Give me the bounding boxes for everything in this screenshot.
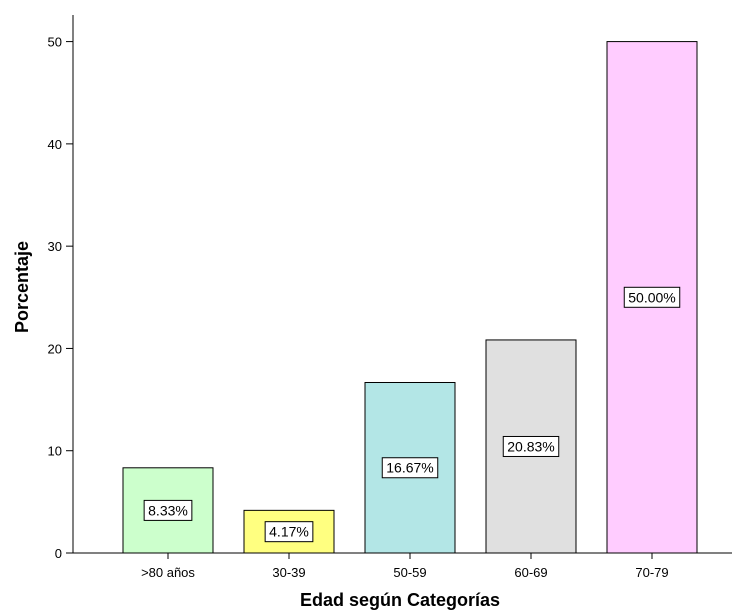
data-label: 50.00% [623, 286, 681, 308]
data-label: 4.17% [264, 521, 314, 543]
x-tick-label: 30-39 [272, 565, 305, 580]
y-tick-label: 0 [55, 546, 62, 561]
data-label: 8.33% [143, 499, 193, 521]
x-axis-title: Edad según Categorías [300, 590, 500, 610]
data-label-text: 4.17% [269, 524, 309, 540]
y-axis-title: Porcentaje [12, 241, 32, 333]
y-axis: 0 10 20 30 40 50 [48, 15, 74, 561]
data-label: 20.83% [502, 435, 560, 457]
data-label-box [143, 499, 193, 521]
bars [122, 41, 698, 554]
y-tick-label: 30 [48, 239, 62, 254]
y-tick-label: 50 [48, 35, 62, 50]
data-label-box [502, 435, 560, 457]
x-tick-label: >80 años [141, 565, 195, 580]
y-tick-label: 10 [48, 444, 62, 459]
y-tick-label: 40 [48, 137, 62, 152]
data-label-text: 8.33% [148, 502, 188, 518]
data-label-box [381, 457, 439, 479]
x-axis: >80 años 30-39 50-59 60-69 70-79 [73, 552, 732, 580]
x-tick-label: 70-79 [635, 565, 668, 580]
data-label: 16.67% [381, 457, 439, 479]
data-label-box [264, 521, 314, 543]
data-label-box [623, 286, 681, 308]
data-labels: 8.33% 4.17% 16.67% 20.83% 50.00% [143, 286, 681, 543]
data-label-text: 20.83% [507, 438, 554, 454]
y-tick-label: 20 [48, 341, 62, 356]
data-label-text: 50.00% [628, 289, 675, 305]
data-label-text: 16.67% [386, 460, 433, 476]
x-tick-label: 60-69 [514, 565, 547, 580]
x-tick-label: 50-59 [393, 565, 426, 580]
